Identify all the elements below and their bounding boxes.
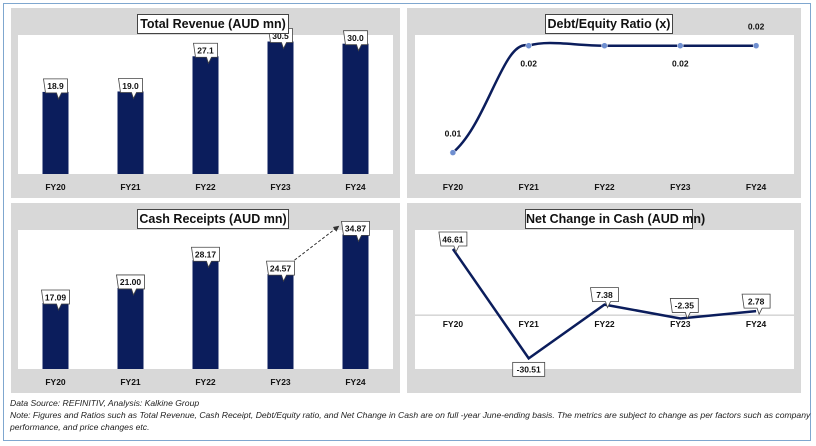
chart-title: Total Revenue (AUD mn) bbox=[137, 14, 289, 34]
outer-frame bbox=[3, 3, 811, 441]
x-tick-label: FY24 bbox=[746, 319, 767, 329]
bar bbox=[42, 91, 69, 174]
data-label: -2.35 bbox=[675, 301, 695, 311]
bar bbox=[342, 43, 369, 174]
trend-arrow bbox=[294, 225, 340, 261]
note-text-line-2: performance, and price changes etc. bbox=[10, 422, 150, 432]
data-label-box bbox=[438, 231, 468, 254]
chart-title: Net Change in Cash (AUD mn) bbox=[525, 209, 705, 229]
cash-receipts-chart: 17.09 FY20 21.00 FY21 28.17 FY22 24.57 FY23 34.8… bbox=[11, 203, 400, 393]
data-label: 30.0 bbox=[347, 33, 364, 43]
data-label-box bbox=[116, 274, 145, 296]
data-label-box bbox=[669, 298, 699, 320]
data-label: 27.1 bbox=[197, 46, 214, 56]
x-tick-label: FY22 bbox=[594, 182, 615, 192]
data-label: 0.01 bbox=[445, 129, 462, 139]
note-text-line-1: Note: Figures and Ratios such as Total R… bbox=[10, 410, 811, 420]
data-label: 18.9 bbox=[47, 81, 64, 91]
data-label: 24.57 bbox=[270, 263, 292, 273]
data-label-box bbox=[118, 78, 143, 100]
x-tick-label: FY20 bbox=[443, 182, 464, 192]
x-tick-label: FY22 bbox=[594, 319, 615, 329]
bar bbox=[342, 234, 369, 369]
data-label: 2.78 bbox=[748, 296, 765, 306]
data-label: 28.17 bbox=[195, 250, 217, 260]
data-label: 34.87 bbox=[345, 224, 367, 234]
data-label: 19.0 bbox=[122, 81, 139, 91]
bar bbox=[192, 56, 219, 174]
x-tick-label: FY21 bbox=[519, 319, 540, 329]
x-tick-label: FY20 bbox=[443, 319, 464, 329]
x-tick-label: FY23 bbox=[670, 319, 691, 329]
data-label-box bbox=[43, 78, 68, 100]
data-label-box bbox=[343, 30, 368, 52]
data-point bbox=[752, 42, 760, 49]
data-label-box bbox=[193, 42, 218, 65]
total-revenue-plot: 18.9 FY20 19.0 FY21 27.1 FY22 30.5 FY23 30.0 FY24 bbox=[18, 28, 393, 192]
bar bbox=[267, 274, 294, 369]
bar bbox=[267, 41, 294, 174]
x-tick-label: FY22 bbox=[195, 182, 216, 192]
x-tick-label: FY21 bbox=[120, 182, 141, 192]
x-tick-label: FY21 bbox=[120, 377, 141, 387]
x-tick-label: FY23 bbox=[670, 182, 691, 192]
x-tick-label: FY23 bbox=[270, 182, 291, 192]
bar bbox=[117, 91, 144, 174]
data-point bbox=[449, 149, 457, 156]
data-label: 0.02 bbox=[672, 59, 689, 69]
series-line bbox=[451, 248, 757, 361]
chart-title: Cash Receipts (AUD mn) bbox=[137, 209, 289, 229]
data-point bbox=[677, 42, 684, 49]
x-tick-label: FY21 bbox=[519, 182, 540, 192]
data-label: 30.5 bbox=[272, 31, 289, 41]
data-label: 7.38 bbox=[596, 290, 613, 300]
data-label-box bbox=[341, 220, 370, 243]
data-point bbox=[601, 42, 608, 49]
total-revenue-chart: 18.9 FY20 19.0 FY21 27.1 FY22 30.5 FY23 30.0 FY24… bbox=[11, 8, 400, 198]
data-label-box bbox=[741, 293, 771, 316]
x-tick-label: FY20 bbox=[45, 182, 66, 192]
footer: Data Source: REFINITIV, Analysis: Kalkin… bbox=[10, 397, 811, 433]
data-label-box bbox=[512, 361, 546, 377]
data-label: -30.51 bbox=[517, 365, 541, 375]
net-change-cash-chart: FY20 46.61 FY21 -30.51 FY22 7.38 FY23 -2.35 FY24… bbox=[407, 203, 801, 393]
data-label: 21.00 bbox=[120, 277, 142, 287]
net-change-cash-plot: FY20 46.61 FY21 -30.51 FY22 7.38 FY23 -2.35 FY24… bbox=[415, 230, 794, 377]
data-label: 17.09 bbox=[45, 292, 67, 302]
debt-equity-chart: 0.01FY200.02FY210.02FY220.02FY230.02FY24… bbox=[407, 8, 801, 198]
data-source-text: Data Source: REFINITIV, Analysis: Kalkin… bbox=[10, 398, 200, 408]
bar bbox=[192, 260, 219, 369]
x-tick-label: FY23 bbox=[270, 377, 291, 387]
x-tick-label: FY24 bbox=[746, 182, 767, 192]
cash-receipts-plot: 17.09 FY20 21.00 FY21 28.17 FY22 24.57 FY23 34.8… bbox=[18, 220, 393, 387]
x-tick-label: FY20 bbox=[45, 377, 66, 387]
chart-title: Debt/Equity Ratio (x) bbox=[545, 14, 673, 34]
data-label-box bbox=[41, 289, 70, 312]
bar bbox=[117, 287, 144, 369]
plot-area bbox=[415, 35, 794, 174]
data-label-box bbox=[266, 260, 295, 283]
x-tick-label: FY24 bbox=[345, 377, 366, 387]
data-label: 0.02 bbox=[748, 22, 765, 32]
bar bbox=[42, 303, 69, 369]
data-label: 46.61 bbox=[442, 234, 464, 244]
data-point bbox=[525, 42, 532, 49]
data-label-box bbox=[590, 287, 619, 309]
x-tick-label: FY24 bbox=[345, 182, 366, 192]
data-label: 0.02 bbox=[520, 59, 537, 69]
data-label-box bbox=[191, 246, 220, 269]
x-tick-label: FY22 bbox=[195, 377, 216, 387]
